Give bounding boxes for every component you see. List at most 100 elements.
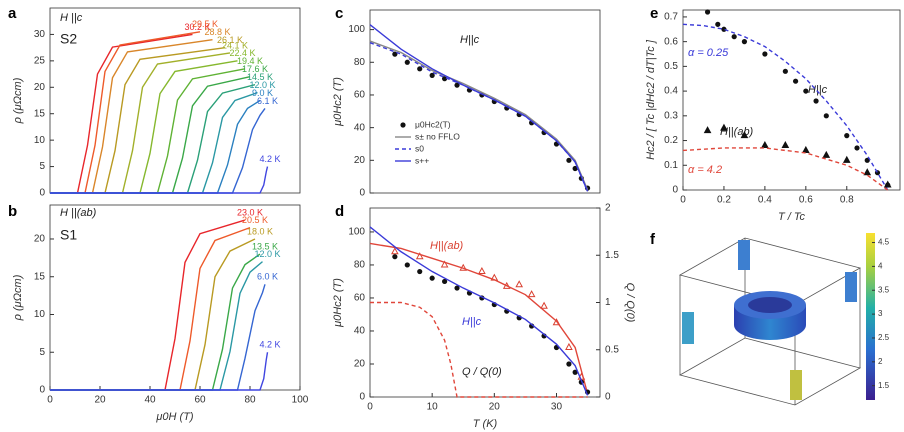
- data-line: [369, 226, 589, 396]
- data-point: [762, 51, 768, 57]
- annotation: S2: [60, 31, 77, 47]
- colorbar-tick-label: 3: [878, 309, 883, 318]
- curve-label: 4.2 K: [260, 154, 281, 164]
- x-tick-label: 100: [292, 395, 309, 406]
- y-tick-label: 10: [34, 309, 46, 320]
- y-tick-label: 20: [34, 234, 46, 245]
- curve-label: 12.0 K: [250, 80, 276, 90]
- y-tick-label: 0: [672, 185, 678, 196]
- y-tick-label: 0.5: [664, 61, 678, 72]
- panel-letter: a: [8, 5, 17, 22]
- data-line: [50, 352, 269, 391]
- data-line: [50, 39, 213, 194]
- y-tick-label: 30: [34, 29, 46, 40]
- y-tick-label: 20: [354, 155, 366, 166]
- data-point: [566, 157, 572, 163]
- data-point: [803, 88, 809, 94]
- y-axis-label: μ0Hc2 (T): [332, 278, 344, 328]
- legend-marker: [400, 122, 406, 128]
- data-point: [441, 76, 448, 82]
- data-point: [391, 247, 399, 255]
- data-point: [454, 285, 460, 291]
- y2-tick-label: 1.5: [605, 250, 619, 261]
- y-tick-label: 80: [354, 260, 366, 271]
- y-tick-label: 0.6: [664, 36, 678, 47]
- annotation: H||c: [460, 34, 480, 46]
- data-point: [813, 98, 819, 104]
- data-line: [370, 301, 588, 398]
- annotation: S1: [60, 227, 77, 243]
- y-tick-label: 40: [354, 122, 366, 133]
- panel-letter: b: [8, 203, 17, 220]
- legend-label: s++: [415, 155, 429, 165]
- y-tick-label: 10: [34, 135, 46, 146]
- y-tick-label: 20: [34, 82, 46, 93]
- curve-label: 6.1 K: [257, 96, 278, 106]
- y-tick-label: 0.2: [664, 135, 678, 146]
- x-tick-label: 10: [427, 402, 439, 413]
- data-point: [782, 68, 788, 74]
- curve-label: 14.5 K: [247, 72, 273, 82]
- curve-label: 23.0 K: [237, 207, 263, 217]
- axes-frame: [682, 9, 901, 191]
- data-point: [731, 34, 737, 40]
- curve-label: 13.5 K: [252, 241, 278, 251]
- data-point: [454, 82, 460, 88]
- data-point: [761, 140, 769, 148]
- x-tick-label: 80: [244, 395, 256, 406]
- y-tick-label: 0.3: [664, 110, 678, 121]
- data-point: [440, 260, 449, 268]
- curve-label: 26.1 K: [217, 35, 243, 45]
- data-line: [50, 52, 231, 194]
- y-tick-label: 100: [348, 24, 365, 35]
- x-axis-label: μ0H (T): [155, 411, 194, 423]
- x-axis-label: T / Tc: [778, 211, 806, 223]
- y-tick-label: 60: [354, 90, 366, 101]
- annotation: α = 0.25: [688, 47, 729, 59]
- annotation: H ||(ab): [60, 207, 97, 219]
- data-point: [566, 361, 572, 367]
- data-point: [429, 275, 435, 281]
- colorbar-tick-label: 4: [878, 262, 883, 271]
- y-tick-label: 0: [359, 392, 365, 403]
- x-tick-label: 0: [680, 195, 686, 206]
- curve-label: 4.2 K: [260, 340, 281, 350]
- legend-label: s± no FFLO: [415, 131, 460, 141]
- data-point: [417, 268, 423, 275]
- curve-label: 17.6 K: [242, 64, 268, 74]
- data-point: [863, 168, 872, 176]
- y-tick-label: 0.4: [664, 86, 678, 97]
- data-point: [704, 9, 711, 15]
- colorbar-tick-label: 4.5: [878, 238, 890, 247]
- data-point: [565, 342, 573, 350]
- data-point: [740, 131, 749, 139]
- panel-letter: e: [650, 5, 658, 22]
- data-line: [50, 253, 261, 391]
- data-point: [883, 180, 892, 188]
- x-tick-label: 60: [194, 395, 206, 406]
- y2-tick-label: 1: [605, 297, 611, 308]
- data-point: [844, 133, 850, 139]
- data-point: [527, 290, 536, 298]
- data-point: [429, 72, 435, 78]
- y-axis-label: Hc2 / [ Tc |dHc2 / dT|Tc ]: [645, 39, 657, 160]
- panel-f-art: [678, 233, 875, 406]
- curve-label: 20.5 K: [242, 215, 268, 225]
- colorbar-tick-label: 2.5: [878, 333, 890, 342]
- data-line: [50, 99, 261, 194]
- annotation: H ||c: [60, 12, 83, 24]
- y-tick-label: 100: [348, 227, 365, 238]
- data-point: [741, 39, 748, 45]
- data-point: [715, 21, 721, 27]
- data-line: [50, 166, 269, 194]
- data-point: [392, 254, 398, 260]
- x-tick-label: 20: [94, 395, 106, 406]
- x-tick-label: 20: [489, 402, 501, 413]
- annotation: H||(ab): [430, 240, 464, 252]
- x-tick-label: 30: [551, 402, 563, 413]
- y-tick-label: 5: [39, 161, 45, 172]
- y-tick-label: 0.1: [664, 160, 678, 171]
- y-tick-label: 60: [354, 293, 366, 304]
- data-point: [781, 140, 790, 148]
- data-point: [854, 145, 860, 151]
